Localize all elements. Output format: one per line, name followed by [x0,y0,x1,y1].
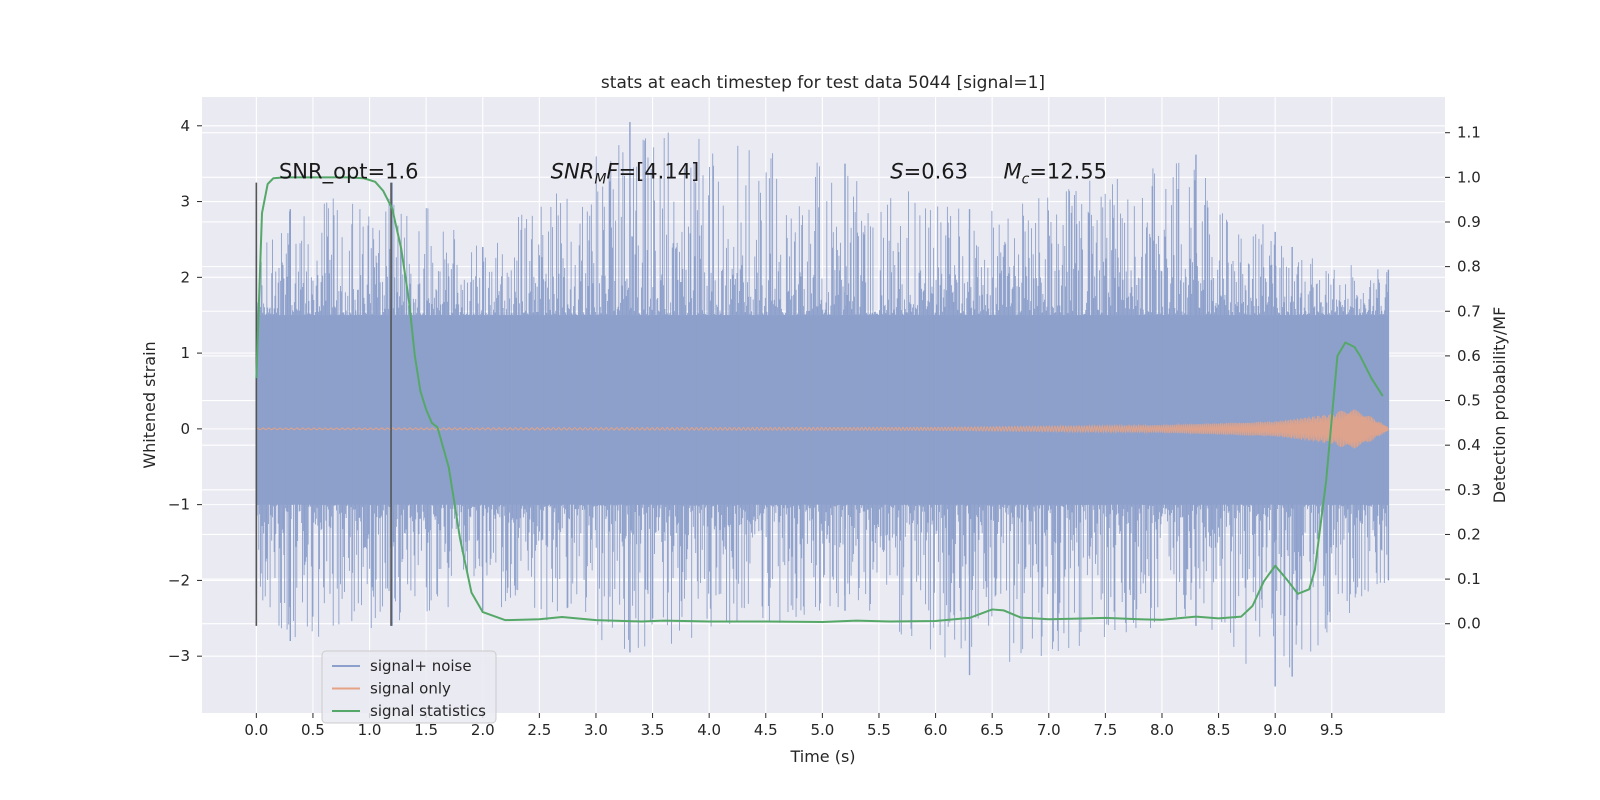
y-tick-label-2: −1 [168,496,190,514]
y2-tick-label-4: 0.4 [1457,436,1481,454]
legend-label-0: signal+ noise [370,657,472,675]
x-tick-label-9: 4.5 [754,721,778,739]
x-axis-ticks: 0.0 0.5 1.0 1.5 2.0 2.5 3.0 3.5 4.0 4.5 5.0 5.5 6.0 6… [244,713,1344,739]
x-tick-label-17: 8.5 [1207,721,1231,739]
y-axis-label: Whitened strain [140,341,159,468]
y2-tick-label-11: 1.1 [1457,124,1481,142]
x-tick-label-4: 2.0 [471,721,495,739]
x-tick-label-0: 0.0 [244,721,268,739]
y2-tick-label-8: 0.8 [1457,258,1481,276]
y2-tick-label-3: 0.3 [1457,481,1481,499]
x-tick-label-7: 3.5 [641,721,665,739]
y-tick-label-6: 3 [180,193,190,211]
y2-tick-label-7: 0.7 [1457,302,1481,320]
signal-noise-series [255,122,1390,687]
x-tick-label-19: 9.5 [1320,721,1344,739]
x-tick-label-11: 5.5 [867,721,891,739]
x-tick-label-8: 4.0 [697,721,721,739]
x-tick-label-2: 1.0 [358,721,382,739]
annotations: SNR_opt=1.6 SNRMF=[4.14] S=0.63 Mc=12.55 [279,159,1107,187]
annotation-3: Mc=12.55 [1003,159,1107,187]
x-tick-label-12: 6.0 [924,721,948,739]
y2-tick-label-1: 0.1 [1457,570,1481,588]
signal-only-line [256,409,1389,449]
x-tick-label-10: 5.0 [810,721,834,739]
x-tick-label-14: 7.0 [1037,721,1061,739]
y2-tick-label-2: 0.2 [1457,525,1481,543]
x-tick-label-6: 3.0 [584,721,608,739]
y2-tick-label-0: 0.0 [1457,615,1481,633]
x-axis-label: Time (s) [789,747,855,766]
x-tick-label-18: 9.0 [1263,721,1287,739]
x-tick-label-16: 8.0 [1150,721,1174,739]
legend-label-1: signal only [370,680,451,698]
y-tick-label-5: 2 [180,268,190,286]
y-tick-label-4: 1 [180,344,190,362]
annotation-2: S=0.63 [890,159,968,183]
signal-statistics-line [255,176,1384,623]
y-axis-ticks: −3 −2 −1 0 1 2 3 4 [168,117,202,665]
x-tick-label-5: 2.5 [527,721,551,739]
signal-statistics-series [255,176,1384,623]
x-tick-label-1: 0.5 [301,721,325,739]
legend-box [321,650,497,724]
y-tick-label-7: 4 [180,117,190,135]
y-tick-label-0: −3 [168,647,190,665]
legend-label-2: signal statistics [370,702,486,720]
annotation-0: SNR_opt=1.6 [279,159,419,184]
y-tick-label-1: −2 [168,571,190,589]
y2-tick-label-6: 0.6 [1457,347,1481,365]
signal-only-series [256,409,1389,449]
y2-tick-label-10: 1.0 [1457,168,1481,186]
x-tick-label-3: 1.5 [414,721,438,739]
chart-title: stats at each timestep for test data 504… [601,73,1045,93]
legend: signal+ noise signal only signal statistic… [321,650,497,724]
x-tick-label-15: 7.5 [1093,721,1117,739]
y-tick-label-3: 0 [180,420,190,438]
vertical-markers [255,182,392,626]
y2-axis-label: Detection probability/MF [1490,307,1509,504]
annotation-1: SNRMF=[4.14] [551,159,700,187]
y2-tick-label-5: 0.5 [1457,392,1481,410]
y2-axis-ticks: 0.0 0.1 0.2 0.3 0.4 0.5 0.6 0.7 0.8 0.9 1.0 1.1 [1445,124,1481,633]
y2-tick-label-9: 0.9 [1457,213,1481,231]
x-tick-label-13: 6.5 [980,721,1004,739]
